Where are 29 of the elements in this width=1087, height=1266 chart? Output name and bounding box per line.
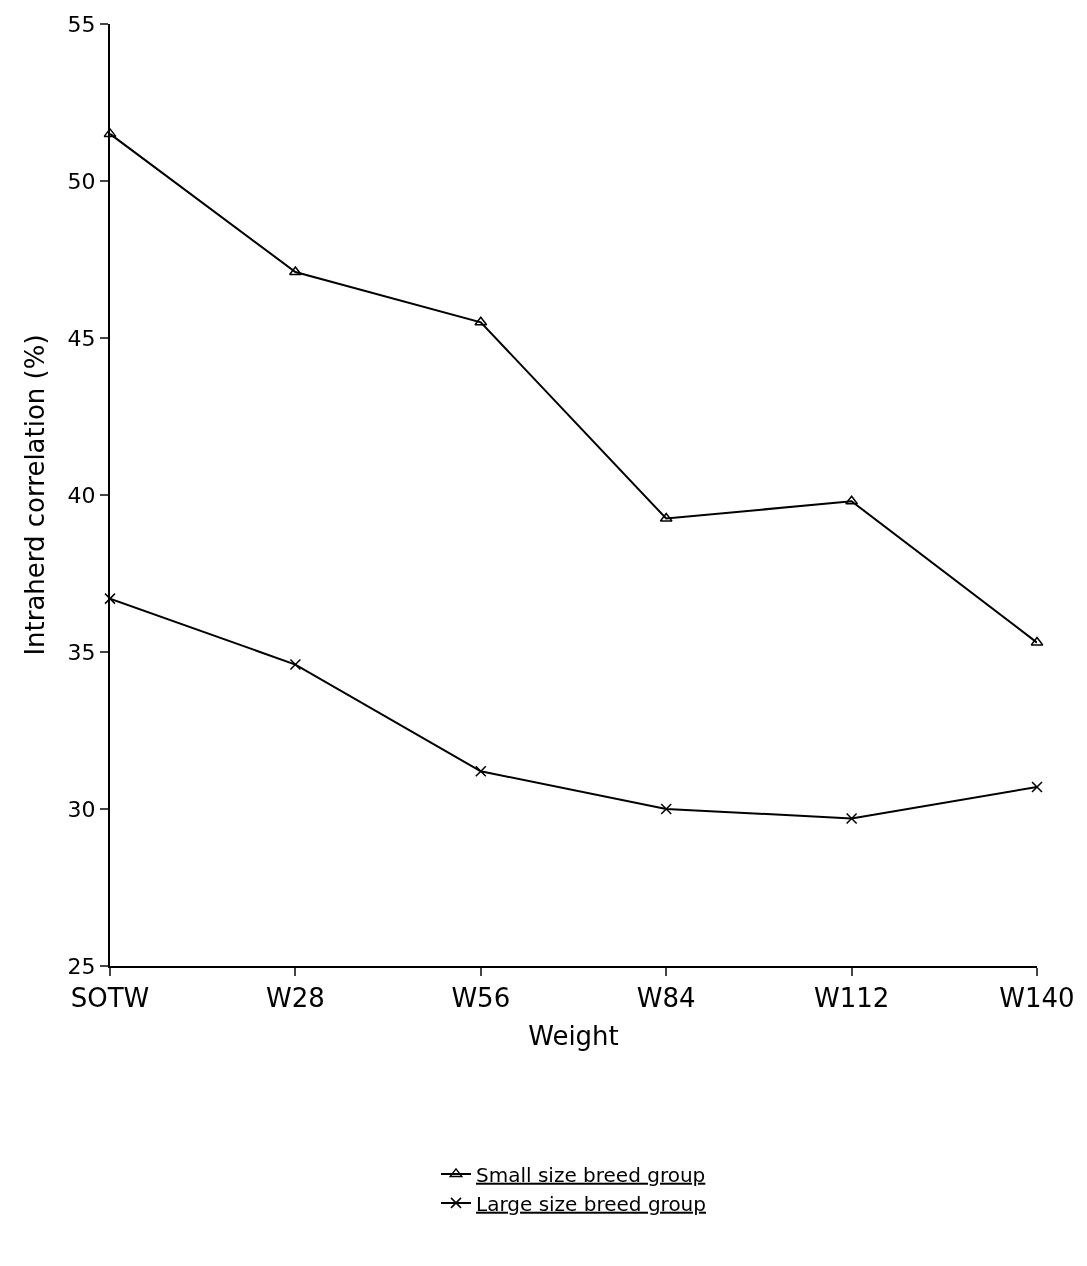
- x-tick-label: W84: [636, 983, 696, 1014]
- point: [660, 803, 672, 815]
- legend-label: Large size breed group: [476, 1191, 706, 1216]
- y-tick-label: 45: [67, 325, 96, 351]
- point: [845, 812, 858, 825]
- y-tick-label: 55: [67, 11, 96, 37]
- point: [659, 512, 673, 522]
- y-tick-label: 50: [67, 168, 96, 194]
- x-tick-label: SOTW: [70, 983, 150, 1014]
- y-tick-label: 40: [67, 482, 96, 508]
- x-tick-label: W56: [451, 983, 511, 1014]
- point: [289, 658, 302, 671]
- x-tick-label: W28: [266, 983, 325, 1014]
- point: [1030, 636, 1044, 646]
- point: [475, 765, 487, 778]
- y-tick-label: 30: [67, 796, 96, 822]
- x-axis-title: Weight: [528, 1021, 619, 1052]
- point: [1031, 781, 1043, 793]
- legend-label: Small size breed group: [476, 1162, 706, 1187]
- y-tick-label: 25: [67, 953, 96, 979]
- point: [288, 266, 302, 276]
- point: [104, 592, 116, 605]
- point: [103, 128, 117, 138]
- point: [845, 495, 859, 505]
- y-tick-label: 35: [67, 639, 96, 665]
- x-tick-label: W112: [813, 983, 890, 1014]
- y-axis-title: Intraherd correlation (%): [20, 334, 51, 656]
- x-tick-label: W140: [999, 983, 1075, 1014]
- point: [474, 316, 488, 326]
